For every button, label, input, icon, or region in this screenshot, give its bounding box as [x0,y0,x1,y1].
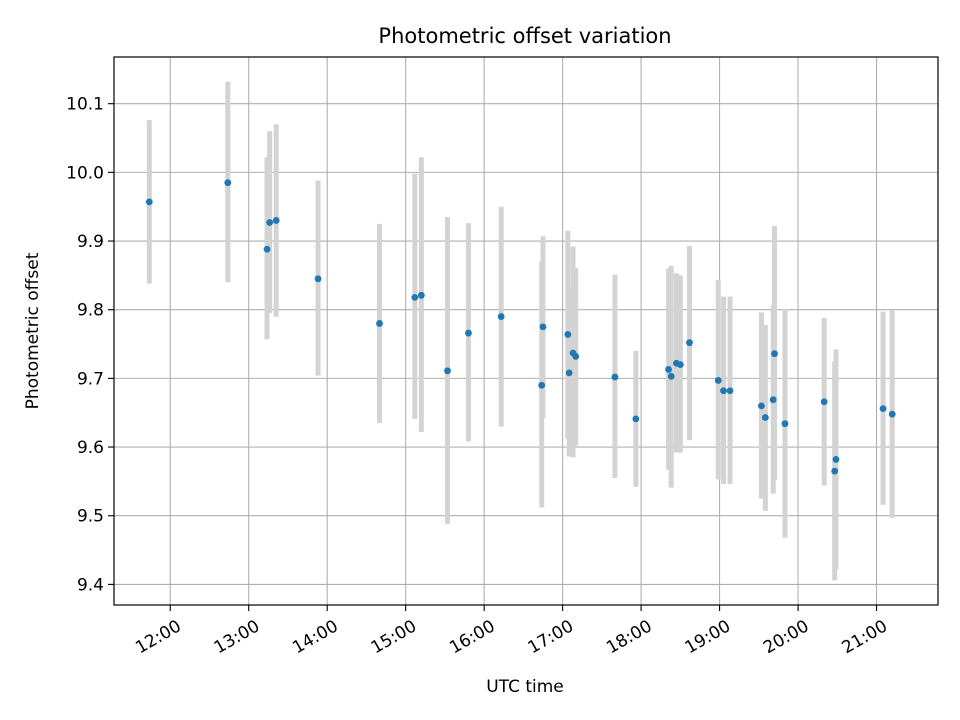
data-point [417,291,425,299]
data-point [411,293,419,301]
data-point [145,198,153,206]
data-point [497,313,505,320]
data-point [565,369,573,377]
data-point [667,372,675,380]
data-point [761,414,769,421]
data-point [465,329,472,337]
y-axis-title: Photometric offset [23,252,43,409]
y-tick-label: 9.6 [77,438,104,458]
data-point [272,217,280,224]
data-point [572,353,580,360]
y-tick-label: 10.0 [66,163,104,183]
data-point [444,367,451,375]
data-point [720,387,727,395]
plot-frame [113,56,939,606]
data-point [714,377,722,384]
data-point [314,275,322,283]
data-points [145,179,896,475]
data-point [888,410,896,418]
data-point [879,405,887,412]
data-point [771,350,778,358]
data-point [726,387,734,395]
data-point [263,245,271,253]
x-axis-title: UTC time [486,677,564,697]
data-point [831,467,839,475]
y-axis-ticks: 9.4 9.5 9.6 9.7 9.8 9.9 10.0 10.1 [66,95,114,595]
data-point [769,396,777,404]
data-point [539,323,547,331]
data-point [376,320,383,327]
data-point [632,415,640,423]
data-point [611,373,619,381]
y-tick-label: 9.5 [77,507,104,527]
data-point [665,366,672,373]
data-point [676,361,684,369]
data-point [266,219,274,226]
data-point [564,331,572,338]
y-tick-label: 9.8 [77,301,104,321]
y-tick-label: 9.9 [77,232,104,252]
data-point [538,381,546,389]
data-point [832,456,840,463]
data-point [781,420,789,428]
data-point [224,179,232,187]
chart-title: Photometric offset variation [378,24,671,48]
y-tick-label: 9.4 [77,575,104,595]
y-tick-label: 9.7 [77,369,104,389]
data-point [820,398,828,406]
grid-lines [114,57,938,605]
y-tick-label: 10.1 [66,95,104,115]
data-point [758,402,765,410]
data-point [686,339,693,347]
